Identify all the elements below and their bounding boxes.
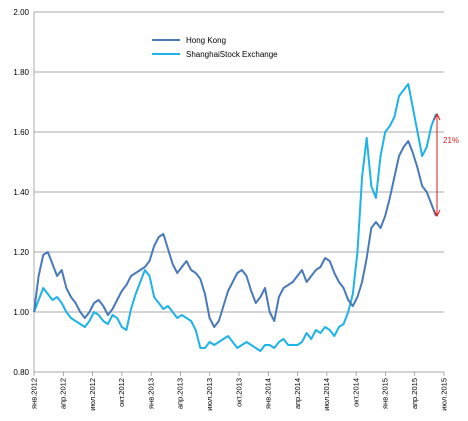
legend-label-0: Hong Kong <box>186 36 226 45</box>
x-tick-label: янв.2015 <box>381 378 390 409</box>
gridlines <box>33 11 444 373</box>
x-tick-label: июл.2015 <box>439 378 448 411</box>
x-tick-label: апр.2012 <box>59 378 68 409</box>
series-line-1 <box>33 83 437 352</box>
x-axis: янв.2012 апр.2012 июл.2012 окт.2012 янв.2013… <box>29 372 448 411</box>
x-tick-label: июл.2013 <box>205 378 214 411</box>
annotation-arrowhead-bottom <box>433 209 441 218</box>
y-tick-label: 1.60 <box>13 128 29 137</box>
x-tick-label: окт.2014 <box>351 378 360 407</box>
x-tick-label: окт.2013 <box>234 378 243 407</box>
x-tick-label: янв.2013 <box>146 378 155 409</box>
x-tick-label: апр.2013 <box>176 378 185 409</box>
x-tick-label: окт.2012 <box>117 378 126 407</box>
y-tick-label: 1.00 <box>13 308 29 317</box>
legend-label-1: ShanghaiStock Exchange <box>186 50 278 59</box>
x-tick-label: янв.2014 <box>264 378 273 409</box>
y-tick-label: 1.80 <box>13 68 29 77</box>
series-line-0 <box>33 140 437 328</box>
legend: Hong Kong ShanghaiStock Exchange <box>152 36 278 59</box>
series-lines <box>33 83 437 352</box>
y-tick-label: 0.80 <box>13 368 29 377</box>
y-tick-label: 1.20 <box>13 248 29 257</box>
x-tick-label: апр.2014 <box>293 378 302 409</box>
x-tick-label: июл.2012 <box>88 378 97 411</box>
y-tick-label: 2.00 <box>13 8 29 17</box>
annotation: 21% <box>433 112 459 218</box>
y-tick-label: 1.40 <box>13 188 29 197</box>
y-axis-ticks: 0.80 1.00 1.20 1.40 1.60 1.80 2.00 <box>13 8 29 377</box>
annotation-label: 21% <box>443 136 459 145</box>
annotation-arrowhead-top <box>433 112 441 121</box>
x-tick-label: апр.2015 <box>410 378 419 409</box>
x-tick-label: янв.2012 <box>29 378 38 409</box>
x-tick-label: июл.2014 <box>322 378 331 411</box>
